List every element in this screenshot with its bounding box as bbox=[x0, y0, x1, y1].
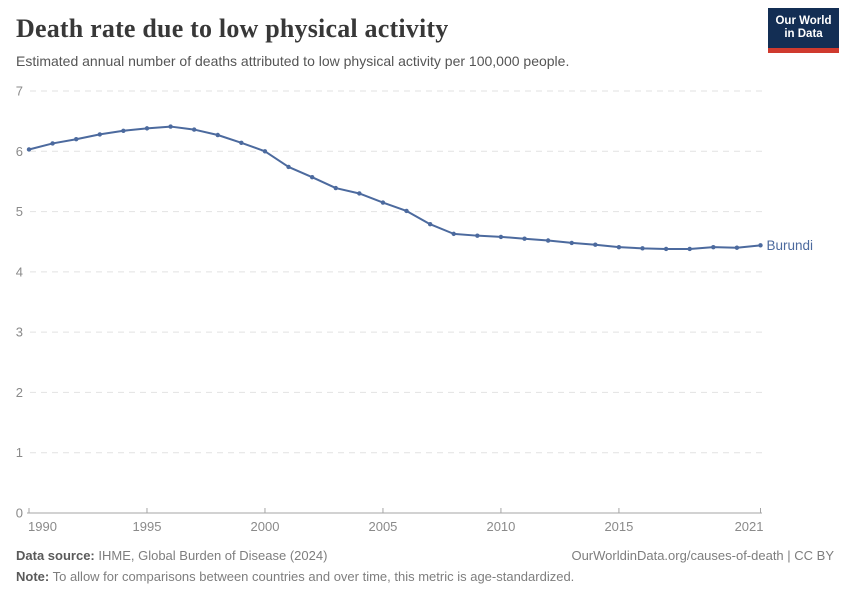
y-axis-tick-label: 2 bbox=[16, 385, 23, 400]
series-entity-label[interactable]: Burundi bbox=[767, 238, 814, 253]
data-point[interactable] bbox=[73, 137, 79, 142]
data-point[interactable] bbox=[380, 200, 386, 205]
data-point[interactable] bbox=[50, 141, 55, 146]
data-point[interactable] bbox=[26, 147, 32, 152]
y-axis-tick-label: 3 bbox=[16, 325, 23, 340]
page-title: Death rate due to low physical activity bbox=[16, 14, 449, 43]
data-point[interactable] bbox=[663, 246, 669, 252]
footer-note-label: Note: bbox=[16, 569, 50, 584]
data-point[interactable] bbox=[215, 132, 220, 138]
data-point[interactable] bbox=[758, 243, 763, 248]
data-point[interactable] bbox=[545, 238, 551, 243]
data-point[interactable] bbox=[687, 246, 692, 252]
data-point[interactable] bbox=[262, 149, 268, 154]
data-point[interactable] bbox=[357, 191, 362, 196]
x-axis-tick-label: 2005 bbox=[368, 519, 397, 534]
y-axis-tick-label: 4 bbox=[16, 264, 23, 279]
data-point[interactable] bbox=[144, 126, 150, 131]
y-axis-tick-label: 0 bbox=[16, 506, 23, 521]
data-point[interactable] bbox=[593, 242, 598, 247]
x-axis-tick-label: 2021 bbox=[735, 519, 764, 534]
y-axis-tick-label: 7 bbox=[16, 84, 23, 99]
data-point[interactable] bbox=[239, 140, 244, 146]
data-point[interactable] bbox=[734, 245, 740, 250]
data-point[interactable] bbox=[498, 234, 504, 240]
chart-subtitle: Estimated annual number of deaths attrib… bbox=[16, 53, 570, 69]
data-point[interactable] bbox=[404, 208, 409, 214]
x-axis-tick-label: 2015 bbox=[604, 519, 633, 534]
data-point[interactable] bbox=[168, 124, 173, 129]
footer-datasource-label: Data source: bbox=[16, 548, 95, 563]
data-point[interactable] bbox=[569, 240, 574, 246]
owid-logo-line2: in Data bbox=[784, 28, 823, 40]
footer-datasource: Data source: IHME, Global Burden of Dise… bbox=[16, 548, 327, 563]
data-point[interactable] bbox=[640, 246, 645, 251]
x-axis-tick-label: 1990 bbox=[28, 519, 57, 534]
data-point[interactable] bbox=[333, 185, 338, 191]
line-chart-canvas: 0 1 2 3 4 5 6 7 1990 1995 2000 2005 2010 2015 2021 Buru… bbox=[16, 84, 814, 535]
data-point[interactable] bbox=[309, 175, 315, 180]
y-axis-tick-label: 5 bbox=[16, 204, 23, 219]
x-axis-tick-label: 2000 bbox=[251, 519, 280, 534]
data-point[interactable] bbox=[191, 127, 197, 132]
data-point[interactable] bbox=[522, 236, 527, 241]
y-axis-tick-label: 1 bbox=[16, 445, 23, 460]
data-point[interactable] bbox=[121, 128, 126, 133]
x-axis-tick-label: 1995 bbox=[133, 519, 162, 534]
footer-link[interactable]: OurWorldinData.org/causes-of-death | CC … bbox=[571, 548, 834, 563]
series-line[interactable] bbox=[28, 125, 762, 250]
data-point[interactable] bbox=[711, 244, 716, 250]
footer-note: Note: To allow for comparisons between c… bbox=[16, 569, 574, 584]
footer-datasource-value: IHME, Global Burden of Disease (2024) bbox=[94, 548, 328, 563]
data-point[interactable] bbox=[616, 244, 622, 250]
data-point[interactable] bbox=[97, 132, 102, 137]
owid-logo: Our World in Data bbox=[768, 8, 839, 53]
owid-logo-line1: Our World bbox=[775, 14, 832, 27]
y-axis-tick-label: 6 bbox=[16, 144, 23, 159]
data-point[interactable] bbox=[286, 164, 291, 170]
footer-note-value: To allow for comparisons between countri… bbox=[49, 569, 575, 584]
x-axis-tick-label: 2010 bbox=[486, 519, 515, 534]
data-point[interactable] bbox=[427, 222, 433, 227]
data-point[interactable] bbox=[475, 233, 480, 238]
data-point[interactable] bbox=[451, 231, 456, 237]
